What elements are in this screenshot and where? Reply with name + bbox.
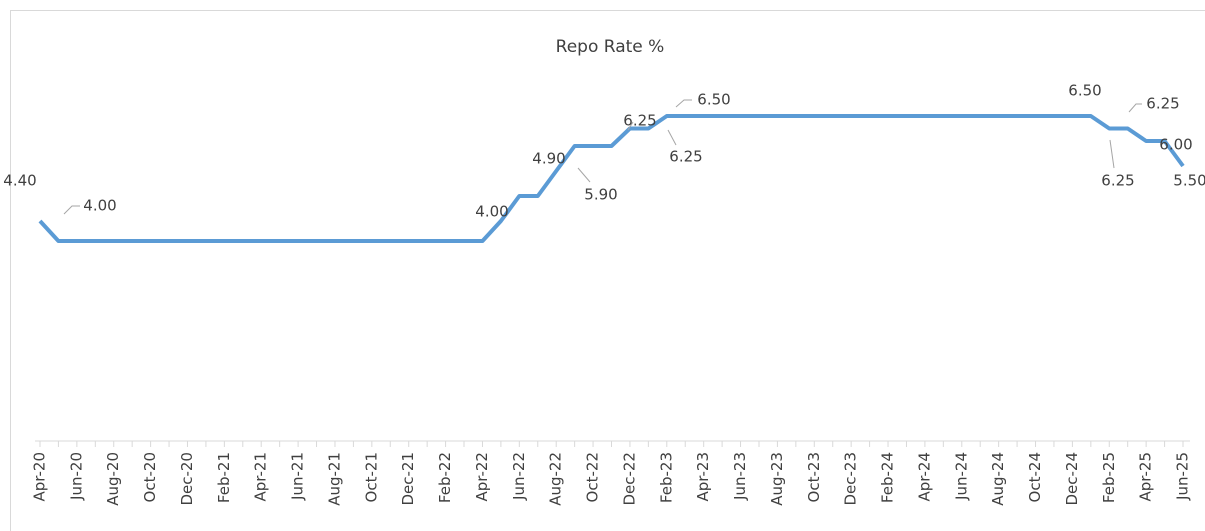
x-tick-label: Aug-23 <box>768 452 786 506</box>
x-tick-label: Oct-23 <box>805 452 823 502</box>
x-tick-label: Jun-24 <box>952 452 970 501</box>
data-label: 4.00 <box>475 203 508 221</box>
data-label: 6.50 <box>697 91 730 109</box>
chart-border <box>10 10 1205 531</box>
leader-line <box>577 167 591 183</box>
data-label: 6.25 <box>1146 95 1179 113</box>
x-tick-label: Apr-21 <box>252 452 270 502</box>
x-tick-label: Apr-22 <box>473 452 491 502</box>
x-tick-label: Aug-20 <box>104 452 122 506</box>
x-tick-label: Aug-24 <box>989 452 1007 506</box>
x-tick-label: Oct-22 <box>584 452 602 502</box>
leader-line <box>63 205 80 215</box>
data-label: 6.25 <box>1101 172 1134 190</box>
data-label: 4.90 <box>532 150 565 168</box>
x-tick-label: Jun-25 <box>1174 452 1192 501</box>
data-label: 6.50 <box>1068 82 1101 100</box>
data-label: 6.25 <box>623 112 656 130</box>
x-tick-label: Dec-21 <box>399 452 417 506</box>
leader-line <box>675 99 692 108</box>
x-tick-label: Feb-24 <box>879 452 897 503</box>
chart-title: Repo Rate % <box>556 37 665 57</box>
x-tick-label: Apr-20 <box>31 452 49 502</box>
line <box>38 114 1185 243</box>
leader-line <box>1128 103 1142 113</box>
x-tick-label: Dec-23 <box>842 452 860 506</box>
x-tick-label: Oct-24 <box>1026 452 1044 502</box>
x-tick-label: Apr-25 <box>1137 452 1155 502</box>
leader-line <box>627 121 634 131</box>
data-label: 4.00 <box>83 197 116 215</box>
data-label: 5.90 <box>584 186 617 204</box>
data-label: 4.40 <box>3 172 36 190</box>
x-tick-label: Dec-22 <box>620 452 638 506</box>
x-tick-label: Dec-20 <box>178 452 196 506</box>
x-tick-label: Jun-21 <box>289 452 307 501</box>
x-tick-label: Jun-22 <box>510 452 528 501</box>
data-label: 6.25 <box>669 148 702 166</box>
leader-line <box>667 129 677 146</box>
x-tick-label: Apr-24 <box>915 452 933 502</box>
x-tick-label: Aug-21 <box>325 452 343 506</box>
leader-line <box>1109 139 1115 169</box>
x-tick-label: Dec-24 <box>1063 452 1081 506</box>
x-tick-label: Feb-23 <box>657 452 675 503</box>
x-tick-label: Oct-21 <box>362 452 380 502</box>
x-tick-label: Feb-21 <box>215 452 233 503</box>
data-label: 6.00 <box>1159 136 1192 154</box>
data-label: 5.50 <box>1173 172 1205 190</box>
x-tick-label: Oct-20 <box>141 452 159 502</box>
x-tick-label: Jun-23 <box>731 452 749 501</box>
x-tick-label: Feb-22 <box>436 452 454 503</box>
x-tick-label: Feb-25 <box>1100 452 1118 503</box>
x-tick-label: Aug-22 <box>547 452 565 506</box>
x-tick-label: Apr-23 <box>694 452 712 502</box>
x-tick-label: Jun-20 <box>67 452 85 501</box>
